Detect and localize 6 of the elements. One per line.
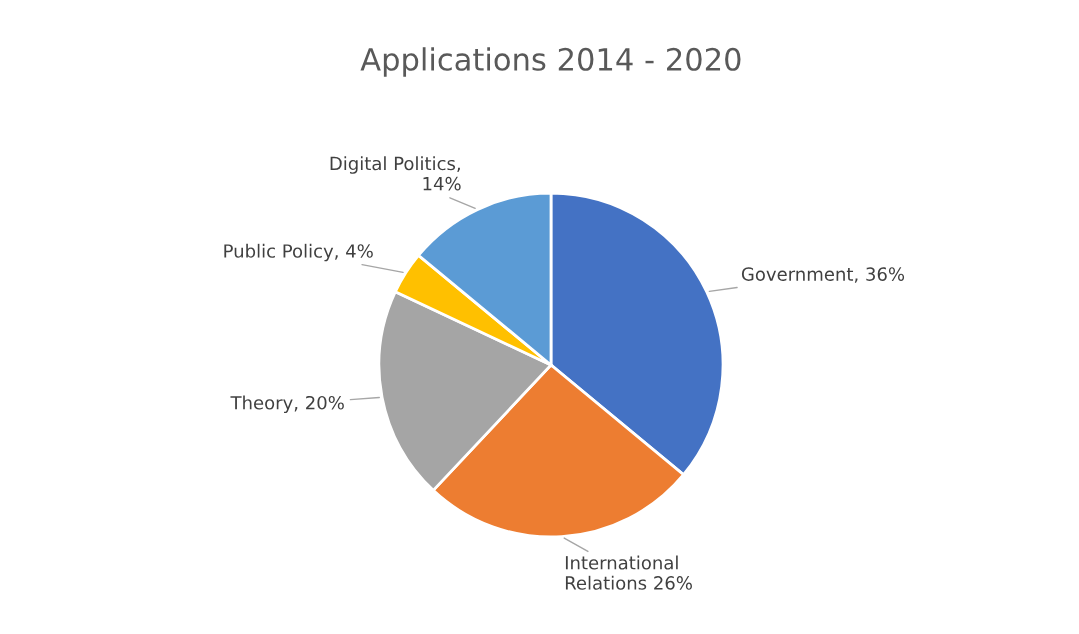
slice-label: Public Policy, 4% — [224, 243, 373, 262]
slice-label: International Relations 26% — [565, 555, 692, 590]
slice-label: Government, 36% — [741, 267, 905, 283]
chart-title: Applications 2014 - 2020 — [360, 47, 741, 77]
slice-label: Theory, 20% — [230, 395, 344, 414]
slice-label: Digital Politics, 14% — [330, 156, 461, 191]
